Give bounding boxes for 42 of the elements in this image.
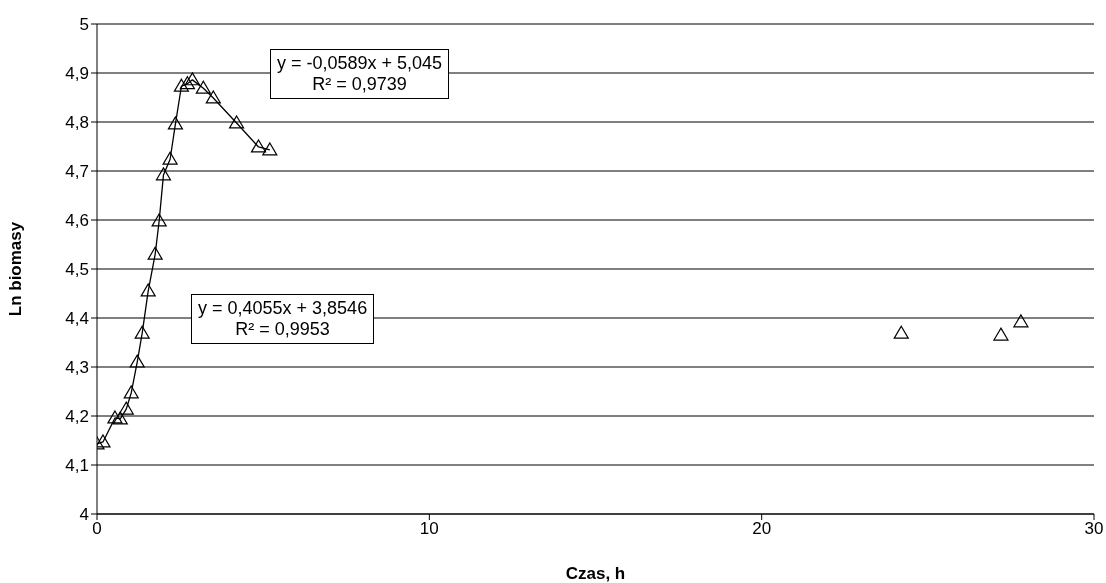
y-tick-label: 4,6	[65, 211, 89, 231]
y-tick-label: 4,8	[65, 113, 89, 133]
y-tick-label: 5	[79, 15, 89, 35]
annotation: y = 0,4055x + 3,8546 R² = 0,9953	[191, 294, 375, 344]
point	[118, 401, 134, 415]
x-axis-title: Czas, h	[565, 564, 626, 583]
point	[893, 325, 909, 339]
y-tick-label: 4,2	[65, 407, 89, 427]
x-tick-label: 0	[92, 519, 102, 539]
y-tick-label: 4,1	[65, 456, 89, 476]
y-tick-label: 4	[79, 505, 89, 525]
y-tick-label: 4,5	[65, 260, 89, 280]
point	[129, 354, 145, 368]
point	[123, 385, 139, 399]
x-tick-label: 20	[752, 519, 772, 539]
point	[167, 116, 184, 130]
point	[155, 167, 172, 181]
y-tick-label: 4,4	[65, 309, 89, 329]
point	[262, 142, 278, 156]
y-axis-title: Ln biomasy	[6, 221, 26, 317]
point	[134, 325, 150, 339]
point	[140, 283, 156, 297]
point	[162, 151, 178, 165]
y-tick-label: 4,3	[65, 358, 89, 378]
point	[97, 434, 111, 448]
point	[205, 90, 221, 104]
point	[195, 80, 211, 94]
x-tick-label: 30	[1084, 519, 1104, 539]
point	[993, 327, 1009, 341]
y-tick-label: 4,7	[65, 162, 89, 182]
point	[147, 246, 163, 260]
y-tick-label: 4,9	[65, 64, 89, 84]
point	[107, 410, 123, 424]
point	[179, 76, 195, 90]
point	[1013, 314, 1029, 328]
point	[151, 213, 167, 227]
point	[184, 72, 200, 86]
point	[228, 115, 245, 129]
point	[250, 139, 267, 153]
annotation: y = -0,0589x + 5,045 R² = 0,9739	[270, 49, 450, 99]
x-tick-label: 10	[419, 519, 439, 539]
point	[173, 78, 190, 92]
